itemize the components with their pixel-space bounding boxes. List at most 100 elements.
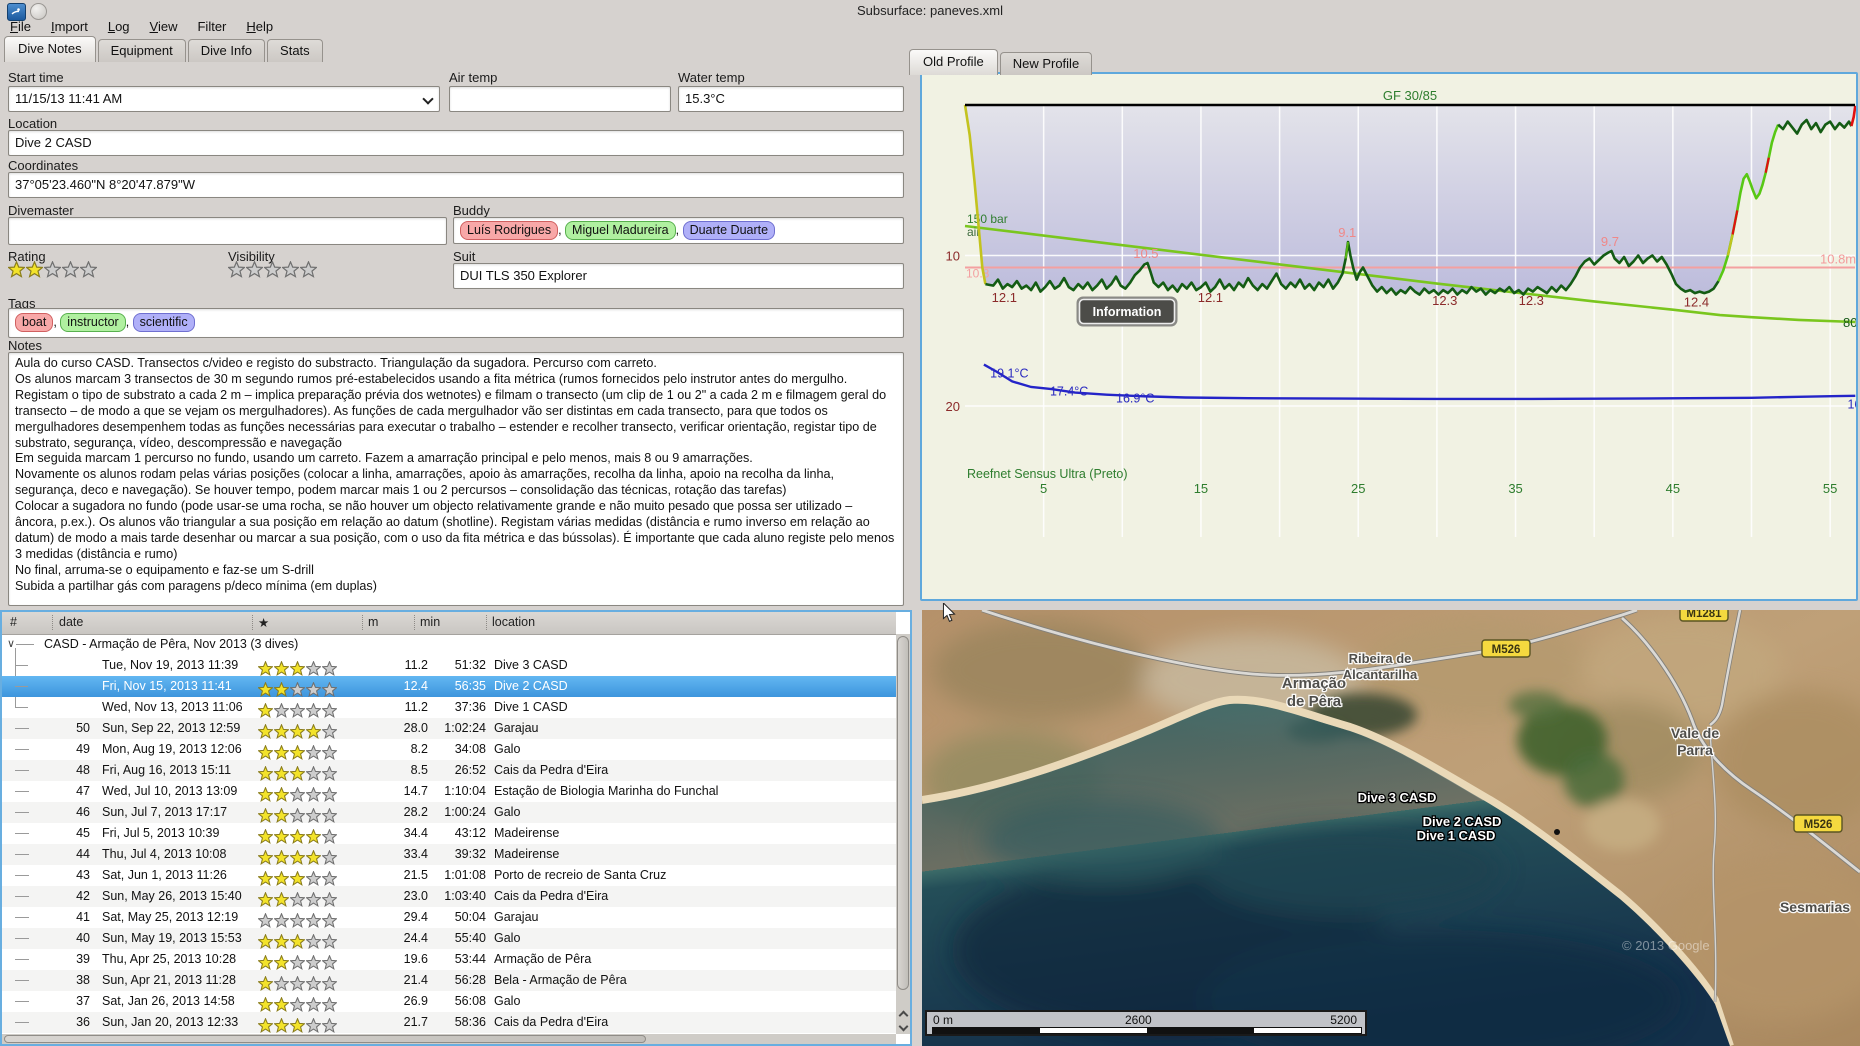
dive-row[interactable]: 45 Fri, Jul 5, 2013 10:39 34.4 43:12 Madeire… <box>2 823 896 845</box>
dive-duration: 58:36 <box>454 1015 486 1029</box>
dive-list-vscrollbar[interactable] <box>896 634 910 1034</box>
dive-row[interactable]: 43 Sat, Jun 1, 2013 11:26 21.5 1:01:08 Porto… <box>2 865 896 887</box>
scroll-up-button[interactable] <box>896 1008 910 1020</box>
menu-log[interactable]: Log <box>107 19 130 34</box>
dive-location: Dive 1 CASD <box>494 700 568 714</box>
tab-equipment[interactable]: Equipment <box>97 39 186 62</box>
start-time-label: Start time <box>8 70 64 85</box>
dive-row[interactable]: 41 Sat, May 25, 2013 12:19 29.4 50:04 Garaja… <box>2 907 896 929</box>
dive-row[interactable]: 46 Sun, Jul 7, 2013 17:17 28.2 1:00:24 Galo <box>2 802 896 824</box>
dive-row[interactable]: 44 Thu, Jul 4, 2013 10:08 33.4 39:32 Madeire… <box>2 844 896 866</box>
dive-row[interactable]: Tue, Nov 19, 2013 11:39 11.2 51:32 Dive 3 C… <box>2 655 896 677</box>
svg-text:9.1: 9.1 <box>1338 225 1356 240</box>
chip-separator: , <box>675 223 683 237</box>
dive-site-marker[interactable] <box>1554 829 1560 835</box>
scale-left-label: 0 m <box>933 1013 954 1027</box>
dive-depth: 34.4 <box>403 826 428 840</box>
menu-file[interactable]: File <box>10 19 31 34</box>
dive-row[interactable]: 37 Sat, Jan 26, 2013 14:58 26.9 56:08 Galo <box>2 991 896 1013</box>
svg-text:10.8m: 10.8m <box>1820 252 1856 267</box>
dive-row-selected[interactable]: Fri, Nov 15, 2013 11:41 12.4 56:35 Dive 2 C… <box>2 676 896 698</box>
tab-stats[interactable]: Stats <box>267 39 323 62</box>
star-icon <box>305 681 322 698</box>
star-icon <box>289 786 306 803</box>
menu-help[interactable]: Help <box>246 19 274 34</box>
suit-input[interactable]: DUI TLS 350 Explorer <box>453 263 904 289</box>
dive-row[interactable]: 40 Sun, May 19, 2013 15:53 24.4 55:40 Galo <box>2 928 896 950</box>
hscroll-thumb[interactable] <box>4 1035 646 1043</box>
trip-label: CASD - Armação de Pêra, Nov 2013 (3 dive… <box>44 637 299 651</box>
dive-date: Sat, Jun 1, 2013 11:26 <box>102 868 227 882</box>
rating-stars[interactable] <box>7 260 98 278</box>
tab-new-profile[interactable]: New Profile <box>999 52 1093 75</box>
dive-location: Garajau <box>494 910 539 924</box>
buddy-input[interactable]: Luís Rodrigues, Miguel Madureira, Duarte… <box>453 217 904 244</box>
menu-import[interactable]: Import <box>50 19 88 34</box>
chevron-down-icon[interactable] <box>424 95 432 103</box>
column-header-date[interactable]: date <box>59 615 84 629</box>
dive-number: 43 <box>76 868 90 882</box>
svg-text:5: 5 <box>1040 481 1047 496</box>
map-canvas[interactable]: Armação de Pêra Ribeira de Alcantarilha Vale… <box>922 610 1860 1046</box>
star-icon <box>305 975 322 992</box>
dive-depth: 26.9 <box>403 994 428 1008</box>
dive-trip-group-row[interactable]: ∨ CASD - Armação de Pêra, Nov 2013 (3 div… <box>2 634 896 655</box>
dive-row[interactable]: 42 Sun, May 26, 2013 15:40 23.0 1:03:40 Cais… <box>2 886 896 908</box>
clock-icon[interactable] <box>30 3 47 20</box>
dive-depth: 24.4 <box>403 931 428 945</box>
column-header-num[interactable]: # <box>10 615 17 629</box>
star-icon <box>289 849 306 866</box>
dive-row[interactable]: 47 Wed, Jul 10, 2013 13:09 14.7 1:10:04 Esta… <box>2 781 896 803</box>
chip-duarte-duarte[interactable]: Duarte Duarte <box>682 221 776 240</box>
column-header-stars[interactable]: ★ <box>258 616 270 630</box>
tab-old-profile[interactable]: Old Profile <box>909 49 998 75</box>
chip-luís-rodrigues[interactable]: Luís Rodrigues <box>460 221 559 240</box>
coordinates-input[interactable]: 37°05'23.460"N 8°20'47.879"W <box>8 172 904 198</box>
star-icon <box>321 975 338 992</box>
dive-number: 41 <box>76 910 90 924</box>
chip-instructor[interactable]: instructor <box>60 313 126 332</box>
air-temp-label: Air temp <box>449 70 498 85</box>
location-input[interactable]: Dive 2 CASD <box>8 130 904 156</box>
air-temp-input[interactable] <box>449 86 671 112</box>
dive-list-hscrollbar[interactable] <box>2 1034 896 1044</box>
visibility-stars[interactable] <box>227 260 318 278</box>
tab-dive-info[interactable]: Dive Info <box>187 39 266 62</box>
tab-dive-notes[interactable]: Dive Notes <box>4 36 96 62</box>
dive-row[interactable]: 49 Mon, Aug 19, 2013 12:06 8.2 34:08 Galo <box>2 739 896 761</box>
star-icon <box>273 891 290 908</box>
tags-input[interactable]: boat, instructor, scientific <box>8 308 904 338</box>
start-time-combo[interactable]: 11/15/13 11:41 AM <box>8 86 440 112</box>
dive-row[interactable]: 48 Fri, Aug 16, 2013 15:11 8.5 26:52 Cais da… <box>2 760 896 782</box>
scroll-down-button[interactable] <box>896 1021 910 1033</box>
expander-icon[interactable]: ∨ <box>7 638 16 650</box>
water-temp-input[interactable]: 15.3°C <box>678 86 904 112</box>
dive-row[interactable]: Wed, Nov 13, 2013 11:06 11.2 37:36 Dive 1 C… <box>2 697 896 721</box>
right-tab-bar: Old Profile New Profile <box>909 49 1094 75</box>
vscroll-thumb[interactable] <box>897 636 909 990</box>
dive-row[interactable]: 39 Thu, Apr 25, 2013 10:28 19.6 53:44 Armaçã… <box>2 949 896 971</box>
column-header-location[interactable]: location <box>492 615 536 629</box>
svg-text:55: 55 <box>1823 481 1837 496</box>
dive-row[interactable]: 38 Sun, Apr 21, 2013 11:28 21.4 56:28 Bela -… <box>2 970 896 992</box>
dive-row[interactable]: 36 Sun, Jan 20, 2013 12:33 21.7 58:36 Cais d… <box>2 1012 896 1034</box>
chip-miguel-madureira[interactable]: Miguel Madureira <box>565 221 676 240</box>
information-tooltip: Information <box>1076 296 1178 327</box>
chip-scientific[interactable]: scientific <box>132 313 195 332</box>
dive-date: Sun, Sep 22, 2013 12:59 <box>102 721 241 735</box>
dive-list-table[interactable]: # date ★ m min location ∨ CASD - Armação de Pê… <box>0 610 912 1046</box>
subsurface-app-icon[interactable] <box>7 3 26 21</box>
dive-rating <box>257 700 338 721</box>
divemaster-input[interactable] <box>8 217 447 245</box>
dive-list-header[interactable]: # date ★ m min location <box>2 612 896 635</box>
menu-view[interactable]: View <box>149 19 178 34</box>
dive-list-body[interactable]: ∨ CASD - Armação de Pêra, Nov 2013 (3 div… <box>2 634 896 1034</box>
notes-textarea[interactable]: Aula do curso CASD. Transectos c/video e… <box>8 352 904 606</box>
menu-filter[interactable]: Filter <box>197 19 227 34</box>
column-header-duration[interactable]: min <box>420 615 441 629</box>
chip-boat[interactable]: boat <box>15 313 54 332</box>
water-temp-label: Water temp <box>678 70 745 85</box>
star-icon <box>321 660 338 677</box>
column-header-depth[interactable]: m <box>368 615 379 629</box>
dive-row[interactable]: 50 Sun, Sep 22, 2013 12:59 28.0 1:02:24 Gara… <box>2 718 896 740</box>
